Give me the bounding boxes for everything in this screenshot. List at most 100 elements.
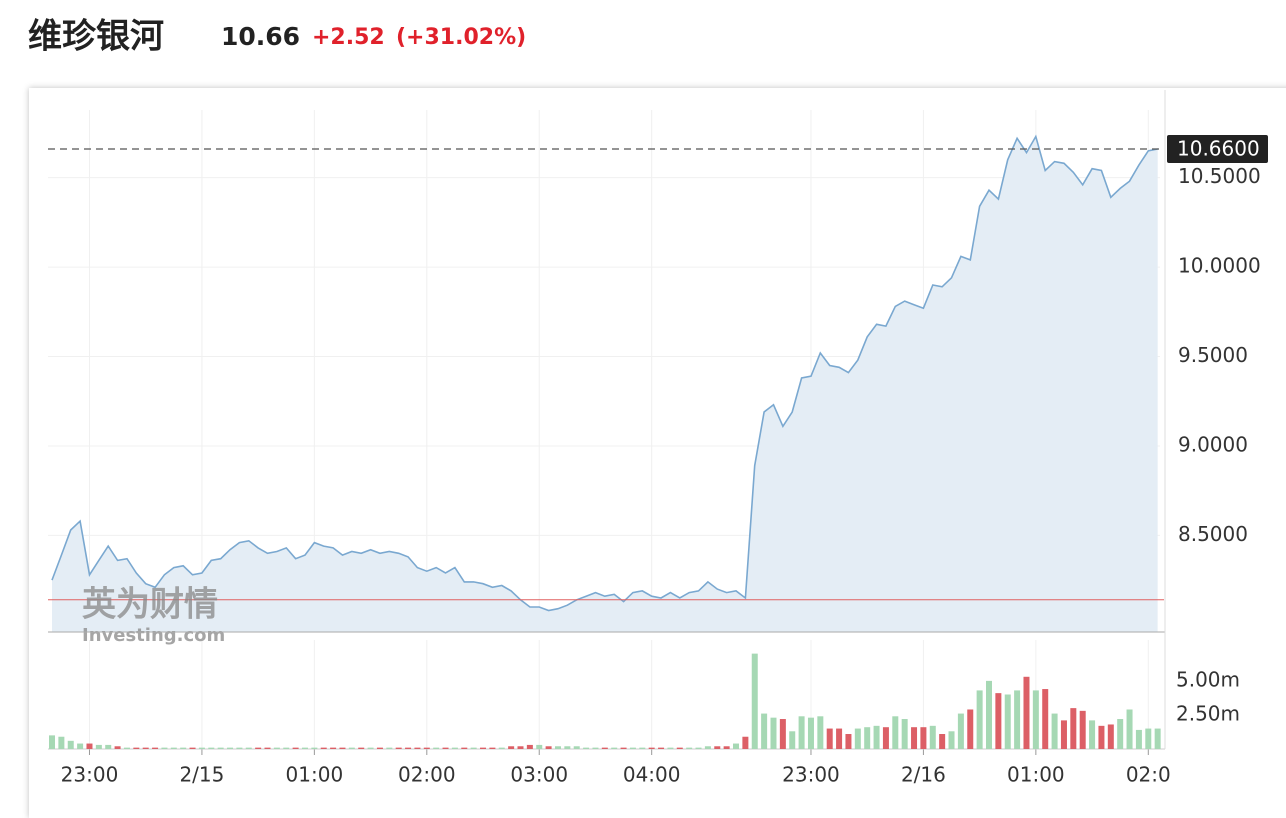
volume-bar — [667, 747, 674, 749]
volume-bar — [470, 747, 477, 749]
volume-bar — [554, 746, 561, 749]
volume-bar — [939, 734, 946, 749]
volume-bar — [1145, 728, 1152, 749]
volume-bar — [95, 744, 102, 749]
volume-bar — [227, 747, 234, 749]
volume-bar — [105, 744, 112, 749]
volume-bar — [986, 680, 992, 749]
x-tick-label: 03:00 — [510, 763, 568, 787]
volume-bar — [508, 746, 515, 749]
volume-bar — [536, 744, 543, 749]
volume-bar — [273, 747, 280, 749]
volume-bar — [395, 747, 402, 749]
volume-bar — [583, 747, 590, 749]
change-pct: (+31.02%) — [396, 25, 526, 50]
volume-bar — [976, 690, 983, 749]
volume-bar — [995, 693, 1002, 749]
volume-bar — [676, 747, 683, 749]
volume-bar — [1070, 708, 1077, 749]
volume-bar — [498, 747, 505, 749]
volume-bar — [1079, 710, 1086, 749]
volume-bar — [864, 727, 871, 749]
volume-bar — [526, 744, 533, 749]
volume-bar — [761, 713, 768, 749]
volume-bar — [714, 746, 721, 749]
volume-bar — [180, 747, 187, 749]
volume-bar — [461, 747, 468, 749]
y-tick-label: 5.00m — [1176, 667, 1240, 691]
volume-bar — [742, 736, 749, 749]
price-area — [52, 136, 1158, 632]
y-tick-label: 10.0000 — [1178, 254, 1261, 278]
volume-bar — [198, 747, 205, 749]
volume-bar — [620, 747, 627, 749]
volume-bar — [611, 747, 618, 749]
volume-bar — [236, 747, 243, 749]
volume-bar — [770, 717, 777, 749]
volume-bar — [133, 747, 140, 749]
current-price-box — [1167, 135, 1268, 164]
volume-bar — [114, 746, 121, 749]
price-line — [51, 134, 1158, 612]
volume-bar — [58, 736, 65, 749]
volume-bar — [86, 743, 93, 749]
volume-bar — [348, 747, 355, 749]
current-price-label: 10.6600 — [1177, 137, 1260, 161]
watermark-brand: 英为财情 — [82, 585, 218, 625]
y-tick-label: 9.5000 — [1178, 343, 1248, 367]
volume-bar — [67, 740, 74, 749]
volume-bar — [826, 728, 833, 749]
volume-bar — [414, 747, 421, 749]
volume-bar — [854, 728, 861, 749]
volume-bar — [170, 747, 177, 749]
volume-bar — [208, 747, 215, 749]
volume-bar — [161, 747, 168, 749]
volume-bar — [948, 731, 955, 749]
volume-bar — [629, 747, 636, 749]
volume-bar — [1126, 709, 1133, 749]
volume-bar — [733, 743, 740, 749]
volume-bar — [489, 747, 496, 749]
x-tick-label: 01:00 — [286, 763, 344, 787]
y-tick-label: 2.50m — [1176, 701, 1240, 725]
volume-bar — [142, 747, 149, 749]
x-tick-label: 02:00 — [398, 763, 456, 787]
stock-name: 维珍银河 — [28, 17, 164, 57]
volume-bar — [442, 747, 449, 749]
x-tick-label: 04:00 — [623, 763, 681, 787]
volume-bar — [1042, 689, 1049, 749]
x-tick-label: 2/16 — [901, 763, 946, 787]
y-tick-label: 10.5000 — [1178, 164, 1261, 188]
volume-bar — [601, 747, 608, 749]
x-tick-label: 23:00 — [61, 763, 119, 787]
volume-bar — [957, 713, 964, 749]
volume-bar — [1051, 713, 1058, 749]
volume-bar — [423, 747, 430, 749]
volume-bar — [245, 747, 252, 749]
volume-bar — [123, 747, 130, 749]
volume-bar — [1060, 720, 1067, 749]
volume-bar — [573, 746, 580, 749]
volume-bar — [330, 747, 337, 749]
volume-bar — [967, 709, 974, 749]
x-tick-label: 2/15 — [179, 763, 224, 787]
volume-bar — [695, 747, 702, 749]
volume-bar — [255, 747, 262, 749]
volume-bar — [301, 747, 308, 749]
x-tick-label: 02:0 — [1126, 763, 1171, 787]
price: 10.66 — [221, 22, 300, 51]
volume-bar — [1098, 725, 1105, 749]
volume-bar — [892, 716, 899, 749]
volume-bar — [517, 746, 524, 749]
change: +2.52 — [312, 25, 385, 50]
volume-bar — [882, 727, 889, 749]
volume-bar — [152, 747, 159, 749]
volume-bar — [901, 719, 908, 749]
volume-bar — [433, 747, 440, 749]
volume-bar — [1107, 724, 1114, 749]
volume-bar — [320, 747, 327, 749]
volume-bar — [480, 747, 487, 749]
volume-bar — [592, 747, 599, 749]
